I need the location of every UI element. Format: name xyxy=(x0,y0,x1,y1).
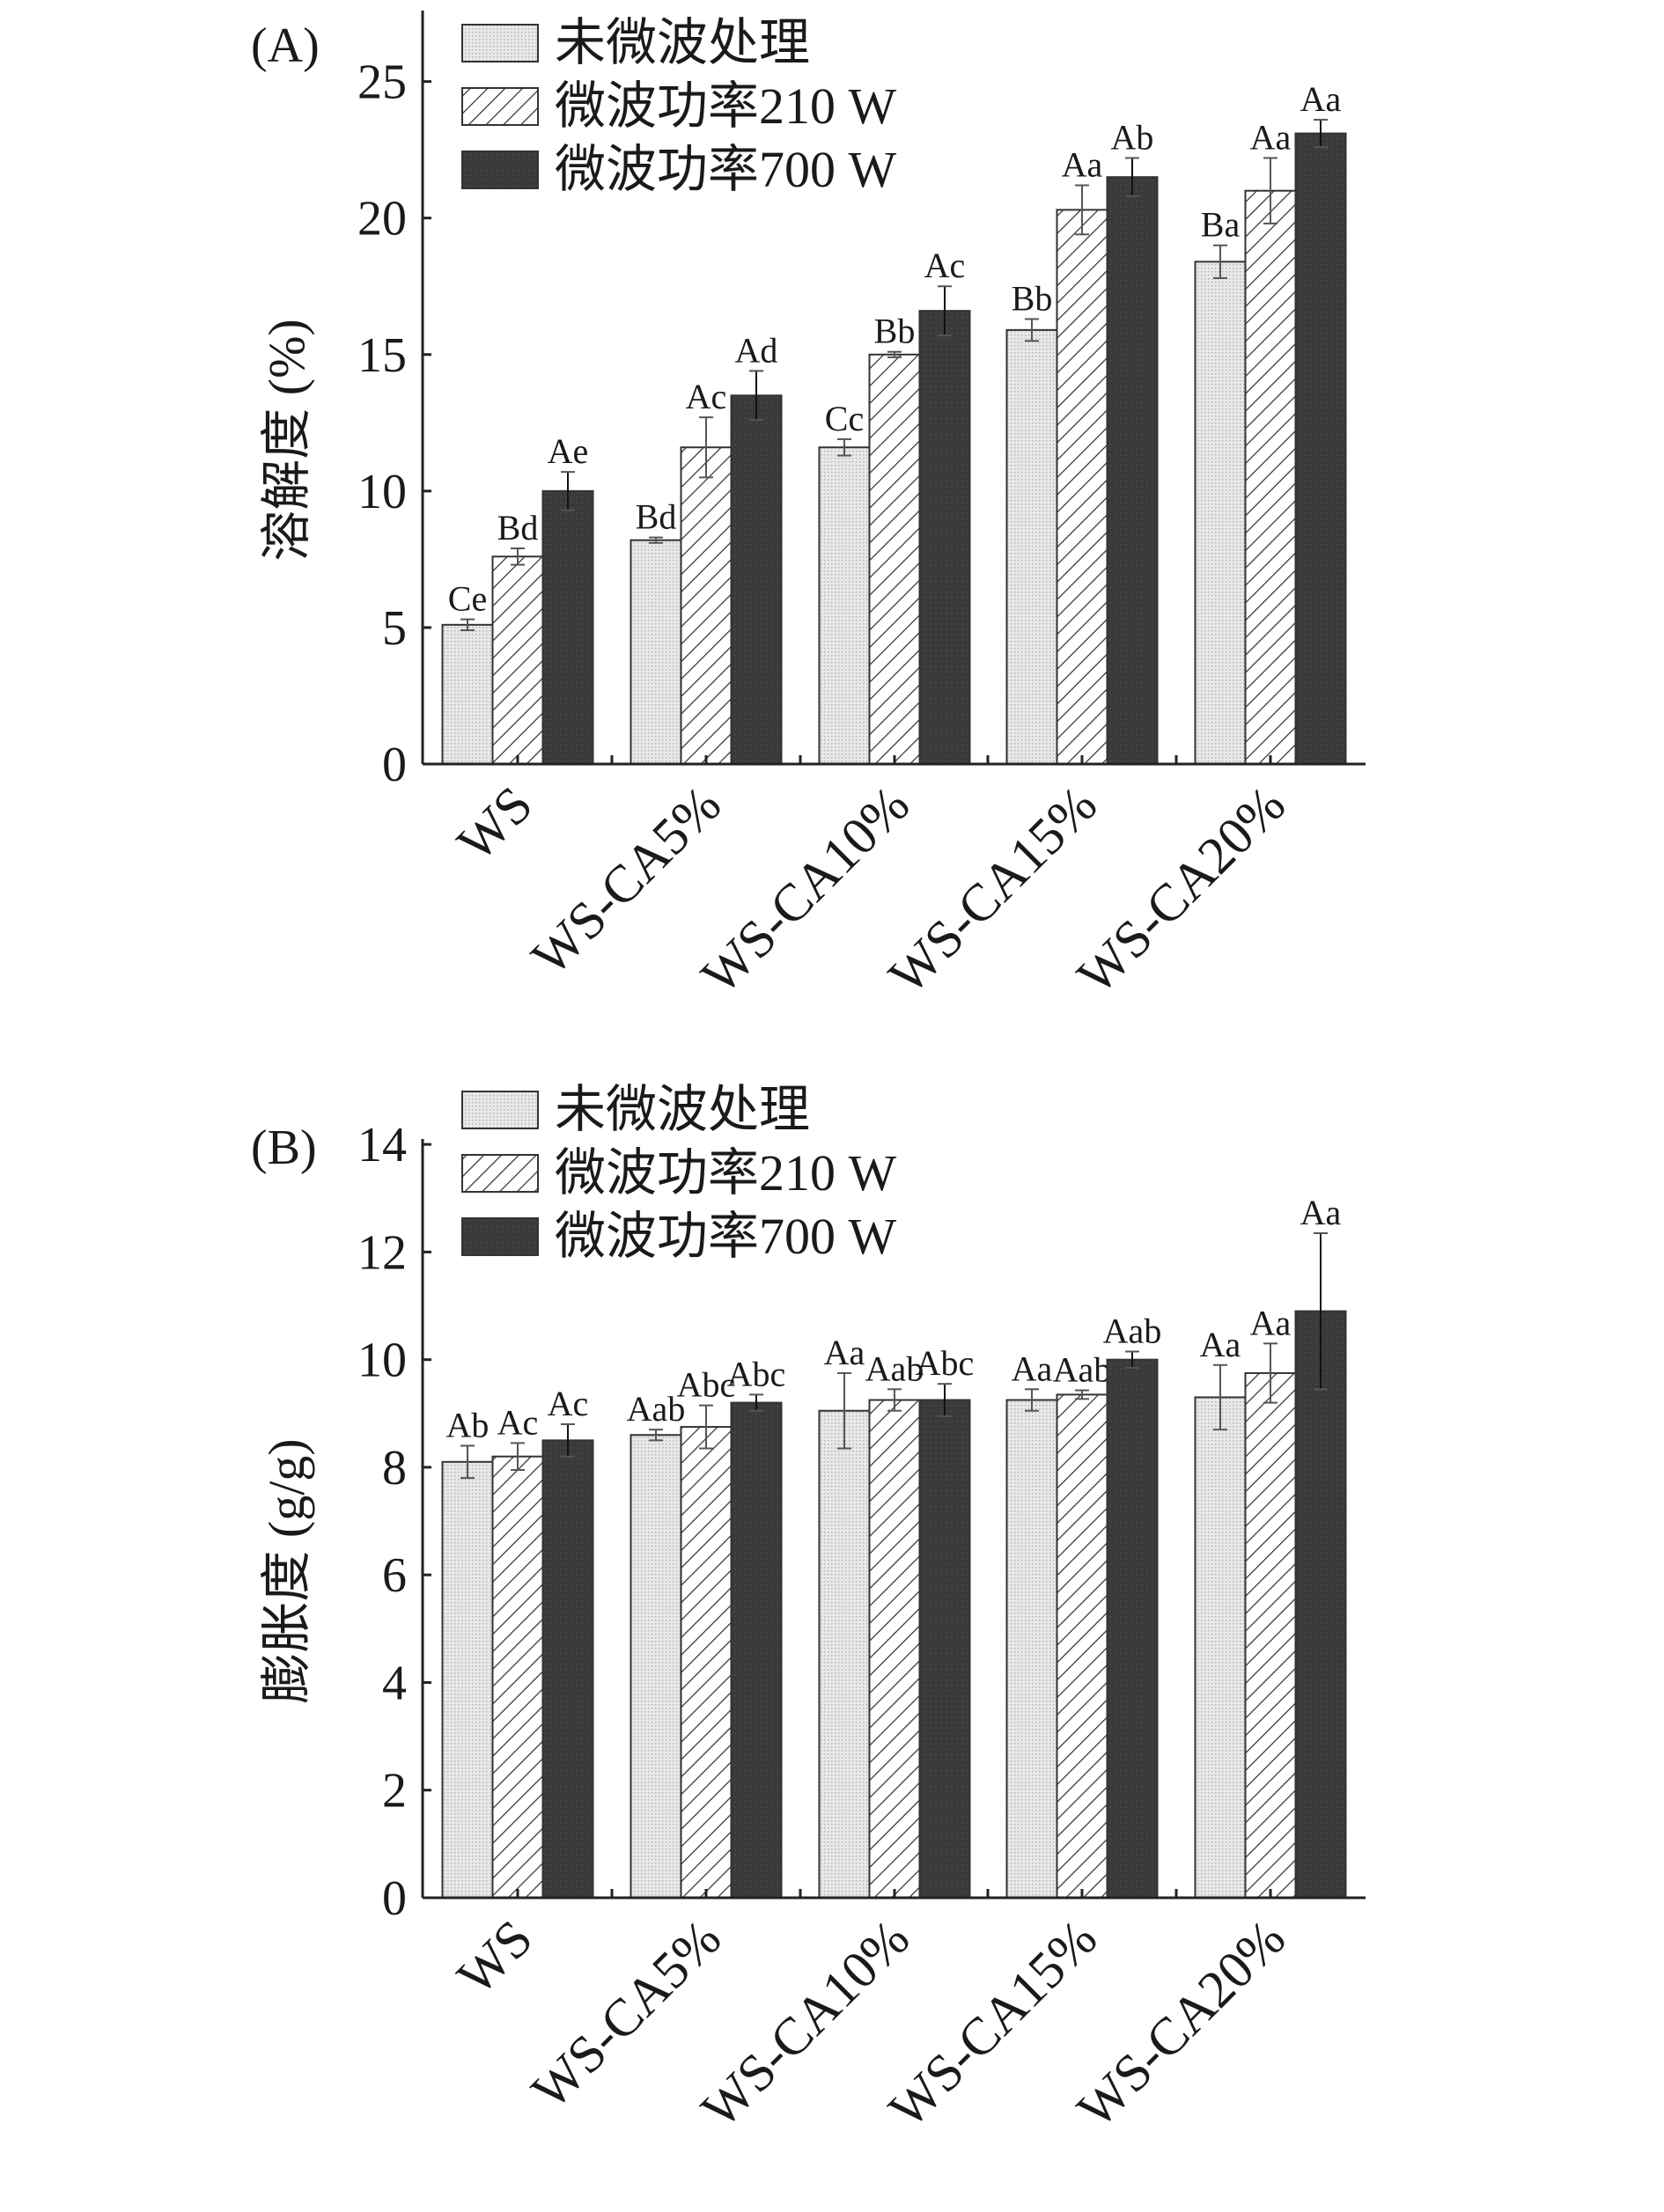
y-tick-label: 10 xyxy=(357,1334,407,1388)
data-label: Aa xyxy=(1200,1325,1241,1364)
panel-label: (B) xyxy=(251,1121,317,1175)
data-label: Abc xyxy=(916,1343,975,1383)
bar xyxy=(1244,1371,1297,1899)
bar xyxy=(1005,1399,1058,1899)
x-tick-label: WS xyxy=(446,1909,543,2006)
data-label: Bd xyxy=(497,508,539,547)
legend-swatch xyxy=(461,1091,539,1129)
bar xyxy=(541,489,594,766)
legend-swatch xyxy=(461,87,539,126)
bar xyxy=(1106,1358,1159,1899)
bar xyxy=(1106,176,1159,765)
bar xyxy=(868,1399,921,1899)
data-label: Ab xyxy=(446,1405,490,1444)
bar xyxy=(491,555,544,765)
bar xyxy=(1005,328,1058,765)
bar xyxy=(441,623,494,766)
data-label: Aa xyxy=(1062,144,1103,184)
data-label: Bd xyxy=(636,497,677,537)
bar xyxy=(1244,189,1297,765)
y-tick-label: 4 xyxy=(382,1656,407,1710)
data-label: Ba xyxy=(1201,205,1241,245)
bar xyxy=(630,1434,682,1899)
bar xyxy=(918,1399,971,1899)
bar xyxy=(441,1460,494,1899)
legend-swatch xyxy=(461,24,539,62)
data-label: Aa xyxy=(824,1333,865,1372)
y-tick-label: 5 xyxy=(382,601,407,656)
data-label: Aab xyxy=(865,1349,924,1388)
legend-label: 微波功率700 W xyxy=(555,141,897,198)
y-tick-label: 2 xyxy=(382,1764,407,1819)
bar xyxy=(818,1409,871,1899)
data-label: Ab xyxy=(1111,117,1154,157)
bar xyxy=(1194,261,1247,766)
y-tick-label: 8 xyxy=(382,1441,407,1495)
bar xyxy=(730,394,783,765)
bar xyxy=(1056,209,1108,765)
legend-swatch xyxy=(461,151,539,189)
data-label: Abc xyxy=(727,1354,786,1393)
panel-label: (A) xyxy=(251,18,320,73)
legend-label: 微波功率210 W xyxy=(555,77,897,135)
y-tick-label: 15 xyxy=(357,328,407,383)
legend-label: 未微波处理 xyxy=(555,14,810,71)
data-label: Ad xyxy=(735,330,778,370)
bar xyxy=(680,1426,733,1899)
bar xyxy=(868,353,921,765)
bar xyxy=(491,1455,544,1900)
legend-swatch xyxy=(461,1154,539,1193)
y-tick-label: 10 xyxy=(357,465,407,519)
data-label: Aa xyxy=(1300,1193,1342,1232)
bar xyxy=(918,310,971,765)
data-label: Ac xyxy=(924,246,966,285)
bar xyxy=(1056,1393,1108,1899)
data-label: Aab xyxy=(1053,1349,1112,1389)
x-tick-label: WS xyxy=(446,775,543,872)
data-label: Bb xyxy=(1012,278,1053,318)
bar xyxy=(680,446,733,765)
legend-label: 未微波处理 xyxy=(555,1081,810,1138)
bar xyxy=(630,539,682,765)
y-tick-label: 0 xyxy=(382,738,407,792)
y-tick-label: 25 xyxy=(357,55,407,110)
chart-panel-a: CeBdCcBbBaBdAcBbAaAaAeAdAcAbAa0510152025… xyxy=(251,11,1366,1005)
y-tick-label: 6 xyxy=(382,1548,407,1603)
data-label: Ce xyxy=(448,579,487,619)
y-tick-label: 0 xyxy=(382,1871,407,1926)
y-axis-label: 膨胀度 (g/g) xyxy=(258,1438,315,1703)
data-label: Aab xyxy=(1103,1311,1162,1350)
data-label: Aa xyxy=(1250,1303,1292,1342)
y-tick-label: 12 xyxy=(357,1225,407,1280)
data-label: Aa xyxy=(1012,1349,1053,1388)
data-label: Aa xyxy=(1250,117,1292,157)
bar xyxy=(818,446,871,765)
data-label: Ae xyxy=(548,431,589,471)
y-tick-label: 20 xyxy=(357,192,407,246)
legend-label: 微波功率700 W xyxy=(555,1208,897,1265)
y-tick-label: 14 xyxy=(357,1118,407,1172)
data-label: Aab xyxy=(627,1389,686,1429)
bar xyxy=(541,1439,594,1899)
data-label: Aa xyxy=(1300,79,1342,119)
legend-swatch xyxy=(461,1217,539,1256)
data-label: Ac xyxy=(686,377,727,416)
legend-label: 微波功率210 W xyxy=(555,1144,897,1202)
data-label: Cc xyxy=(825,399,864,438)
data-label: Ac xyxy=(497,1402,539,1442)
y-axis-label: 溶解度 (%) xyxy=(258,319,315,561)
data-label: Abc xyxy=(677,1365,736,1405)
data-label: Ac xyxy=(548,1384,589,1423)
bar xyxy=(1294,132,1347,765)
data-label: Bb xyxy=(874,312,916,351)
bar xyxy=(1194,1396,1247,1899)
bar xyxy=(1294,1310,1347,1899)
bar xyxy=(730,1401,783,1899)
